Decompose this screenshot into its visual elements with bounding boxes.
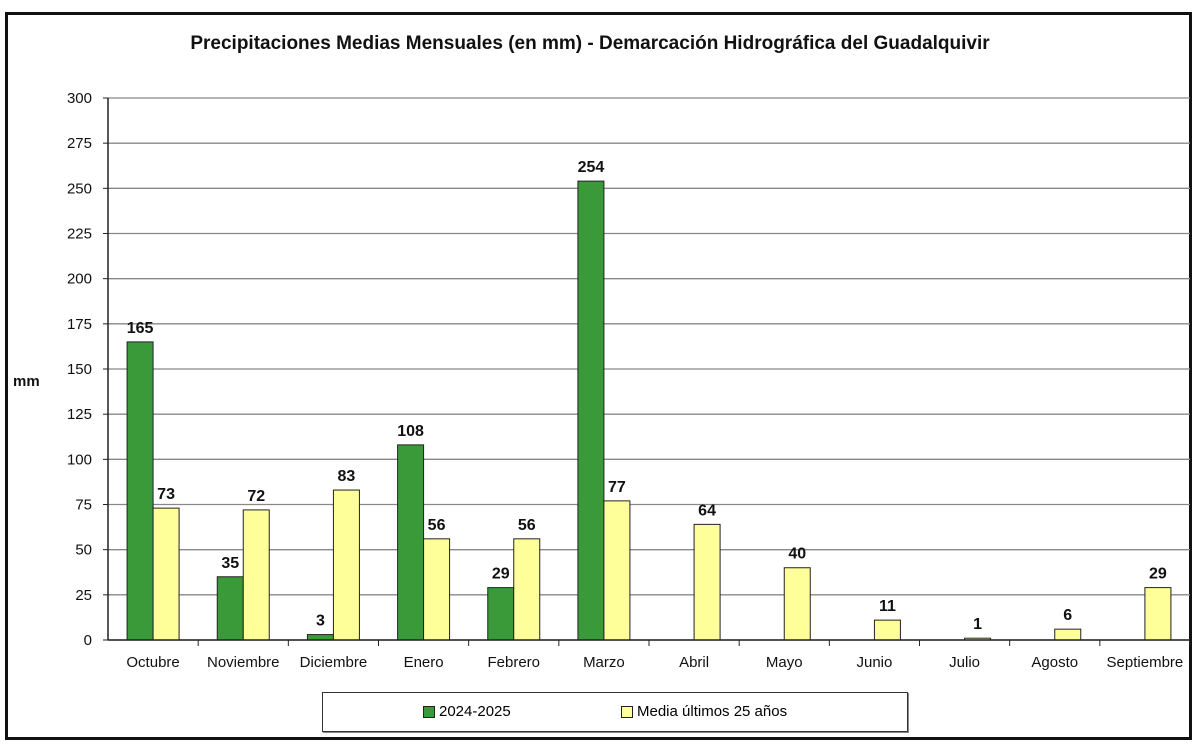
y-tick-label: 125 <box>67 406 92 423</box>
bar-media-febrero <box>513 538 541 641</box>
x-tick-label: Diciembre <box>300 654 368 671</box>
data-label: 3 <box>316 613 325 630</box>
legend: 2024-2025 Media últimos 25 años <box>322 692 908 732</box>
data-label: 165 <box>127 320 154 337</box>
x-tick-label: Octubre <box>126 654 179 671</box>
x-tick-label: Junio <box>856 654 892 671</box>
data-label: 11 <box>879 598 896 615</box>
y-axis-label: mm <box>13 373 40 390</box>
y-tick-label: 75 <box>75 497 92 514</box>
y-tick-label: 25 <box>75 587 92 604</box>
data-label: 29 <box>1149 566 1167 583</box>
legend-item-media: Media últimos 25 años <box>621 703 787 720</box>
y-tick-label: 300 <box>67 90 92 107</box>
x-tick-label: Noviembre <box>207 654 280 671</box>
x-tick-label: Julio <box>949 654 980 671</box>
bar-2024-2025-noviembre <box>216 576 244 641</box>
bar-media-septiembre <box>1144 587 1172 641</box>
y-tick-label: 250 <box>67 180 92 197</box>
bar-media-diciembre <box>332 489 360 641</box>
bar-media-agosto <box>1054 628 1082 641</box>
bar-media-abril <box>693 523 721 641</box>
data-label: 6 <box>1063 607 1072 624</box>
bar-media-noviembre <box>242 509 270 641</box>
x-tick-label: Mayo <box>766 654 803 671</box>
x-tick-label: Febrero <box>487 654 540 671</box>
legend-swatch-green <box>423 705 435 718</box>
y-tick-label: 225 <box>67 226 92 243</box>
chart-frame <box>5 12 1192 740</box>
x-tick-label: Septiembre <box>1107 654 1184 671</box>
bar-2024-2025-octubre <box>126 341 154 641</box>
y-tick-label: 150 <box>67 361 92 378</box>
y-tick-label: 200 <box>67 271 92 288</box>
x-tick-label: Marzo <box>583 654 625 671</box>
y-tick-label: 0 <box>84 632 92 649</box>
data-label: 40 <box>788 546 806 563</box>
x-tick-label: Enero <box>404 654 444 671</box>
y-tick-label: 275 <box>67 135 92 152</box>
data-label: 73 <box>157 486 175 503</box>
legend-label: 2024-2025 <box>439 703 511 720</box>
y-tick-label: 100 <box>67 451 92 468</box>
legend-label: Media últimos 25 años <box>637 703 788 720</box>
data-label: 254 <box>578 159 605 176</box>
data-label: 1 <box>973 616 982 633</box>
bar-media-mayo <box>783 567 811 641</box>
data-label: 72 <box>247 488 265 505</box>
legend-item-2024-2025: 2024-2025 <box>423 703 511 720</box>
data-label: 56 <box>518 517 536 534</box>
legend-swatch-yellow <box>621 705 633 718</box>
data-label: 83 <box>338 468 356 485</box>
data-label: 35 <box>221 555 239 572</box>
data-label: 77 <box>608 479 626 496</box>
x-tick-label: Abril <box>679 654 709 671</box>
bar-2024-2025-febrero <box>487 587 515 641</box>
data-label: 29 <box>492 566 510 583</box>
y-tick-label: 50 <box>75 542 92 559</box>
bar-media-marzo <box>603 500 631 641</box>
bar-2024-2025-marzo <box>577 180 605 641</box>
bar-2024-2025-enero <box>397 444 425 641</box>
chart-title: Precipitaciones Medias Mensuales (en mm)… <box>190 33 990 54</box>
data-label: 64 <box>698 502 716 519</box>
bar-2024-2025-diciembre <box>306 634 334 641</box>
y-tick-label: 175 <box>67 316 92 333</box>
bar-media-enero <box>423 538 451 641</box>
bar-media-junio <box>873 619 901 641</box>
data-label: 108 <box>397 423 424 440</box>
x-tick-label: Agosto <box>1031 654 1078 671</box>
bar-media-octubre <box>152 507 180 641</box>
data-label: 56 <box>428 517 446 534</box>
